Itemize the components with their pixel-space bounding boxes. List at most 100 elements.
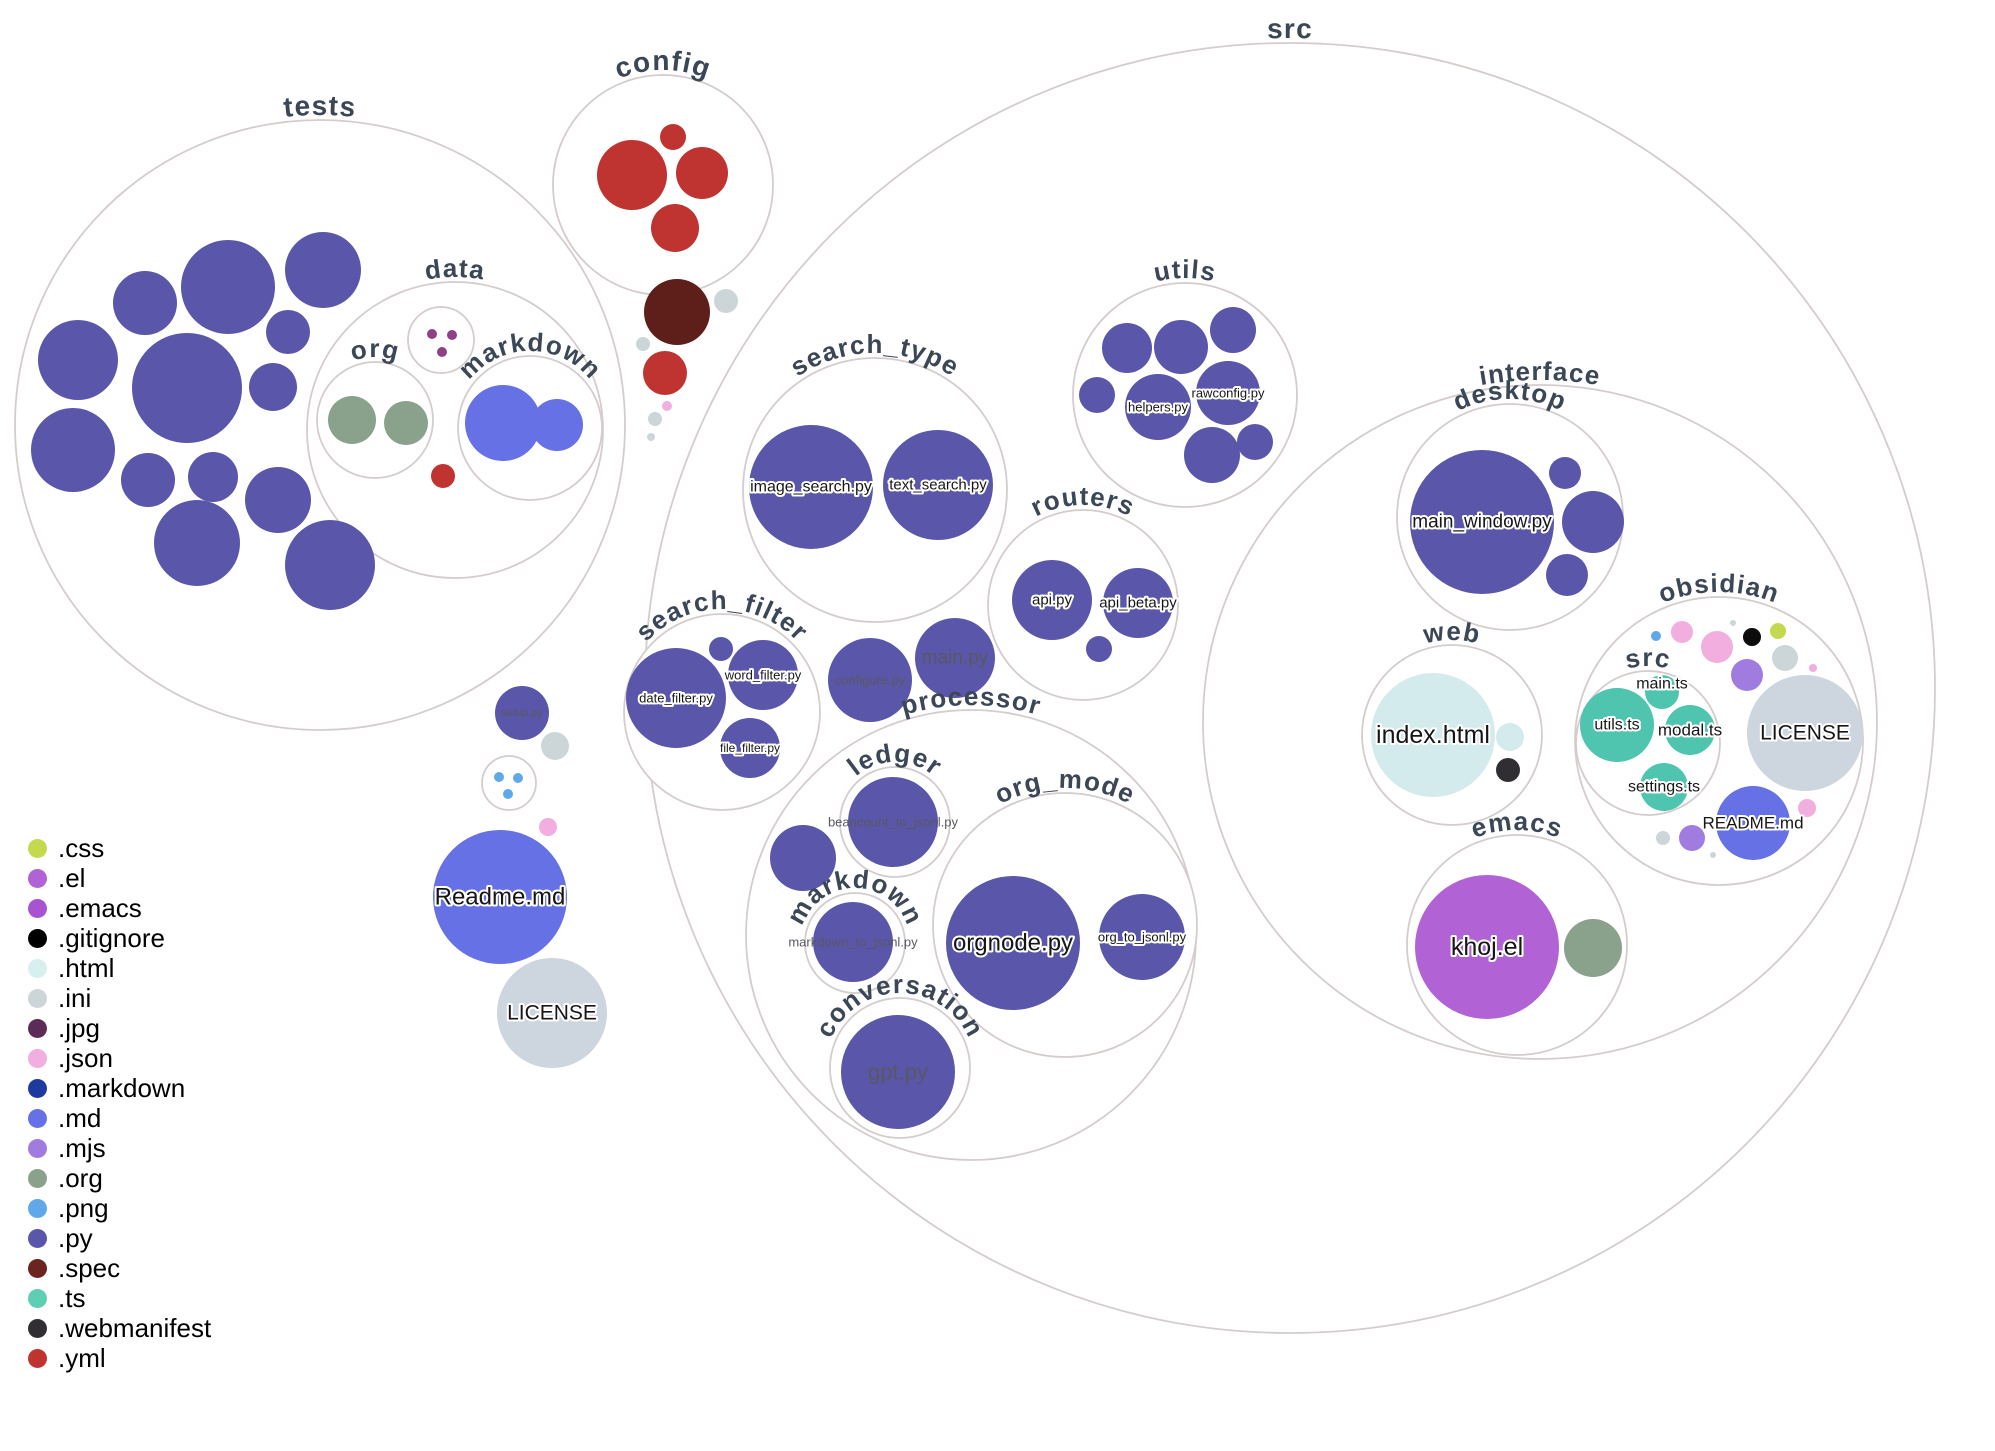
file-license-circle — [1747, 675, 1863, 791]
legend-item--spec: .spec — [28, 1253, 211, 1283]
file--png-dot — [503, 789, 513, 799]
file--py-dot — [1079, 377, 1115, 413]
legend-item--el: .el — [28, 863, 211, 893]
file-rawconfig-py-label: rawconfig.py — [1192, 386, 1265, 401]
file--py-dot — [245, 467, 311, 533]
file--org-dot — [1564, 919, 1622, 977]
file--png-dot — [513, 773, 523, 783]
legend-item--jpg: .jpg — [28, 1013, 211, 1043]
legend-swatch--css — [28, 838, 47, 858]
file--jpg-dot — [437, 347, 447, 357]
file-text-search-py-circle — [883, 430, 993, 540]
legend-label--gitignore: .gitignore — [58, 922, 165, 953]
legend-label--md: .md — [58, 1102, 102, 1133]
file--mjs-dot — [1731, 659, 1763, 691]
file-extension-legend: .css .el .emacs .gitignore .html .ini .jpg .jso… — [28, 833, 211, 1373]
legend-item--png: .png — [28, 1193, 211, 1223]
file--yml-dot — [676, 147, 728, 199]
file-readme-md-circle — [1716, 786, 1790, 860]
legend-swatch--json — [28, 1048, 47, 1068]
legend-item--emacs: .emacs — [28, 893, 211, 923]
file--py-dot — [1102, 323, 1152, 373]
file--py-dot — [1546, 554, 1588, 596]
legend-swatch--spec — [28, 1258, 47, 1278]
file-readme-md-label: README.md — [1702, 814, 1803, 833]
legend-item--ts: .ts — [28, 1283, 211, 1313]
file-orgnode-py-label: orgnode.py — [953, 930, 1073, 957]
file-date-filter-py-label: date_filter.py — [639, 691, 713, 706]
legend-swatch--md — [28, 1108, 47, 1128]
file--py-dot — [266, 310, 310, 354]
file-license-circle — [497, 958, 607, 1068]
legend-label--mjs: .mjs — [58, 1132, 106, 1163]
file--py-dot — [154, 500, 240, 586]
file--png-dot — [1651, 631, 1661, 641]
legend-label--yml: .yml — [58, 1342, 106, 1373]
folder-unnamed-circle — [407, 306, 475, 374]
legend-swatch--markdown — [28, 1078, 47, 1098]
file-setup-py-circle — [495, 686, 549, 740]
legend-label--png: .png — [58, 1192, 109, 1223]
file-main-ts-circle — [1645, 675, 1679, 709]
file-markdown-to-jsonl-py-label: markdown_to_jsonl.py — [788, 935, 918, 950]
file--org-dot — [384, 401, 428, 445]
folder-tests-label: tests — [282, 90, 358, 123]
folder-src-label: src — [1623, 642, 1674, 674]
file-settings-ts-label: settings.ts — [1628, 779, 1700, 796]
file--jpg-dot — [427, 329, 437, 339]
legend-item--md: .md — [28, 1103, 211, 1133]
file--yml-dot — [597, 140, 667, 210]
legend-swatch--ts — [28, 1288, 47, 1308]
file--ini-dot — [636, 337, 650, 351]
file--html-dot — [1496, 723, 1524, 751]
file--ini-dot — [1656, 831, 1670, 845]
legend-swatch--html — [28, 958, 47, 978]
file-khoj-el-circle — [1415, 875, 1559, 1019]
legend-label--html: .html — [58, 952, 115, 983]
file--json-dot — [662, 401, 672, 411]
file-org-to-jsonl-py-circle — [1099, 894, 1185, 980]
file-license-label: LICENSE — [507, 1002, 597, 1025]
folder-data-label: data — [423, 253, 487, 286]
legend-swatch--ini — [28, 988, 47, 1008]
legend-label--org: .org — [58, 1162, 103, 1193]
legend-swatch--el — [28, 868, 47, 888]
file--py-dot — [249, 363, 297, 411]
file--yml-dot — [651, 204, 699, 252]
file--py-dot — [770, 825, 836, 891]
file--py-dot — [132, 333, 242, 443]
legend-item--json: .json — [28, 1043, 211, 1073]
file-helpers-py-label: helpers.py — [1128, 400, 1188, 415]
file--json-dot — [1809, 664, 1817, 672]
file--py-dot — [1210, 307, 1256, 353]
file--py-dot — [121, 453, 175, 507]
file--ini-dot — [1710, 852, 1716, 858]
file--md-dot — [531, 399, 583, 451]
file-configure-py-label: configure.py — [835, 673, 906, 688]
file-api-beta-py-label: api_beta.py — [1099, 595, 1177, 612]
file--py-dot — [1549, 457, 1581, 489]
file--py-dot — [1154, 320, 1208, 374]
legend-item--css: .css — [28, 833, 211, 863]
file-circles-layer — [31, 124, 1863, 1129]
file-modal-ts-circle — [1665, 705, 1715, 755]
file--ini-dot — [541, 732, 569, 760]
legend-label--webmanifest: .webmanifest — [58, 1312, 212, 1343]
file-utils-ts-label: utils.ts — [1594, 717, 1639, 734]
file-image-search-py-circle — [749, 425, 873, 549]
file--webmanifest-dot — [1496, 758, 1520, 782]
legend-label--ini: .ini — [58, 982, 92, 1013]
file-api-beta-py-circle — [1103, 568, 1173, 638]
legend-item--webmanifest: .webmanifest — [28, 1313, 211, 1343]
file-setup-py-label: setup.py — [501, 707, 543, 719]
legend-item--org: .org — [28, 1163, 211, 1193]
file--py-dot — [38, 320, 118, 400]
file--py-dot — [188, 452, 238, 502]
file--yml-dot — [660, 124, 686, 150]
legend-item--gitignore: .gitignore — [28, 923, 211, 953]
file--py-dot — [1086, 636, 1112, 662]
folder-src-label: src — [1267, 13, 1314, 44]
file--py-dot — [285, 232, 361, 308]
